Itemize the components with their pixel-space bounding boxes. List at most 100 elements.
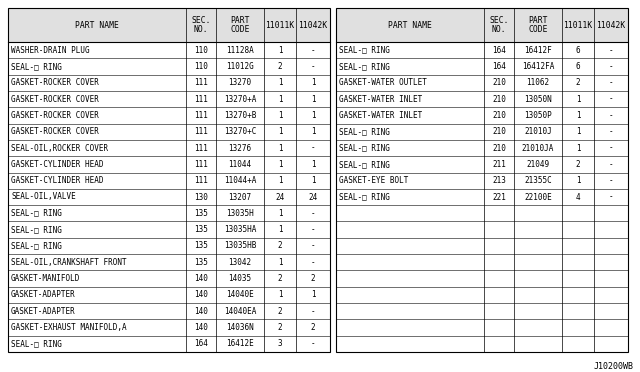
Text: 11011K: 11011K: [266, 20, 294, 29]
Text: GASKET-ROCKER COVER: GASKET-ROCKER COVER: [11, 94, 99, 104]
Text: 2: 2: [310, 274, 316, 283]
Text: 1: 1: [310, 78, 316, 87]
Text: 2: 2: [576, 78, 580, 87]
Text: GASKET-EYE BOLT: GASKET-EYE BOLT: [339, 176, 408, 185]
Text: SEC.
NO.: SEC. NO.: [489, 16, 509, 34]
Text: 1: 1: [278, 94, 282, 104]
Text: 1: 1: [576, 94, 580, 104]
Text: 2: 2: [278, 62, 282, 71]
Text: 13276: 13276: [228, 144, 252, 153]
Text: 1: 1: [278, 144, 282, 153]
Bar: [8, 8, 330, 352]
Text: 1: 1: [278, 46, 282, 55]
Text: 11012G: 11012G: [226, 62, 254, 71]
Text: PART NAME: PART NAME: [75, 20, 119, 29]
Text: GASKET-CYLINDER HEAD: GASKET-CYLINDER HEAD: [11, 160, 104, 169]
Text: 16412FA: 16412FA: [522, 62, 554, 71]
Text: GASKET-ADAPTER: GASKET-ADAPTER: [11, 307, 76, 316]
Text: SEAL-□ RING: SEAL-□ RING: [11, 225, 62, 234]
Text: -: -: [609, 94, 613, 104]
Text: 210: 210: [492, 144, 506, 153]
Text: 135: 135: [194, 209, 208, 218]
Text: SEAL-□ RING: SEAL-□ RING: [339, 62, 390, 71]
Text: 111: 111: [194, 160, 208, 169]
Text: 2: 2: [310, 323, 316, 332]
Text: 111: 111: [194, 94, 208, 104]
Text: GASKET-ROCKER COVER: GASKET-ROCKER COVER: [11, 111, 99, 120]
Text: -: -: [310, 62, 316, 71]
Text: 16412E: 16412E: [226, 339, 254, 348]
Text: 210: 210: [492, 94, 506, 104]
Text: 140: 140: [194, 274, 208, 283]
Text: 13035HB: 13035HB: [224, 241, 256, 250]
Text: -: -: [609, 176, 613, 185]
Text: 6: 6: [576, 62, 580, 71]
Text: 11011K: 11011K: [563, 20, 593, 29]
Text: 1: 1: [576, 127, 580, 136]
Text: 1: 1: [278, 291, 282, 299]
Text: 1: 1: [576, 176, 580, 185]
Text: 135: 135: [194, 258, 208, 267]
Text: 110: 110: [194, 62, 208, 71]
Text: SEAL-OIL,CRANKSHAFT FRONT: SEAL-OIL,CRANKSHAFT FRONT: [11, 258, 127, 267]
Bar: [336, 8, 628, 352]
Text: 1: 1: [310, 160, 316, 169]
Text: 13270: 13270: [228, 78, 252, 87]
Text: 1: 1: [310, 291, 316, 299]
Text: -: -: [609, 144, 613, 153]
Text: PART
CODE: PART CODE: [528, 16, 548, 34]
Text: SEAL-□ RING: SEAL-□ RING: [11, 241, 62, 250]
Text: 13270+C: 13270+C: [224, 127, 256, 136]
Text: GASKET-WATER INLET: GASKET-WATER INLET: [339, 111, 422, 120]
Text: 2: 2: [278, 323, 282, 332]
Text: SEAL-OIL,ROCKER COVER: SEAL-OIL,ROCKER COVER: [11, 144, 108, 153]
Text: -: -: [310, 46, 316, 55]
Text: 164: 164: [492, 46, 506, 55]
Text: 1: 1: [310, 94, 316, 104]
Text: 1: 1: [278, 225, 282, 234]
Text: -: -: [310, 307, 316, 316]
Text: -: -: [609, 160, 613, 169]
Text: 1: 1: [310, 176, 316, 185]
Text: 111: 111: [194, 127, 208, 136]
Text: 210: 210: [492, 127, 506, 136]
Text: 210: 210: [492, 78, 506, 87]
Bar: [336, 8, 628, 42]
Text: GASKET-ROCKER COVER: GASKET-ROCKER COVER: [11, 78, 99, 87]
Text: GASKET-ADAPTER: GASKET-ADAPTER: [11, 291, 76, 299]
Text: 11044: 11044: [228, 160, 252, 169]
Text: -: -: [310, 339, 316, 348]
Text: 21010J: 21010J: [524, 127, 552, 136]
Bar: [8, 8, 330, 42]
Text: 110: 110: [194, 46, 208, 55]
Text: 1: 1: [310, 111, 316, 120]
Text: 6: 6: [576, 46, 580, 55]
Text: SEAL-□ RING: SEAL-□ RING: [339, 144, 390, 153]
Text: 135: 135: [194, 241, 208, 250]
Text: J10200WB: J10200WB: [594, 362, 634, 371]
Text: 14036N: 14036N: [226, 323, 254, 332]
Text: 1: 1: [576, 111, 580, 120]
Text: SEAL-□ RING: SEAL-□ RING: [339, 160, 390, 169]
Text: 1: 1: [278, 176, 282, 185]
Text: SEAL-□ RING: SEAL-□ RING: [339, 192, 390, 202]
Text: -: -: [310, 241, 316, 250]
Text: 16412F: 16412F: [524, 46, 552, 55]
Text: 13207: 13207: [228, 192, 252, 202]
Text: 21355C: 21355C: [524, 176, 552, 185]
Text: SEAL-□ RING: SEAL-□ RING: [339, 46, 390, 55]
Text: PART NAME: PART NAME: [388, 20, 432, 29]
Text: 111: 111: [194, 78, 208, 87]
Text: 221: 221: [492, 192, 506, 202]
Text: GASKET-EXHAUST MANIFOLD,A: GASKET-EXHAUST MANIFOLD,A: [11, 323, 127, 332]
Text: 11062: 11062: [527, 78, 550, 87]
Text: 140: 140: [194, 291, 208, 299]
Text: 135: 135: [194, 225, 208, 234]
Text: 11044+A: 11044+A: [224, 176, 256, 185]
Text: 1: 1: [278, 111, 282, 120]
Text: 11128A: 11128A: [226, 46, 254, 55]
Text: 3: 3: [278, 339, 282, 348]
Text: GASKET-ROCKER COVER: GASKET-ROCKER COVER: [11, 127, 99, 136]
Text: 13270+A: 13270+A: [224, 94, 256, 104]
Text: 140: 140: [194, 323, 208, 332]
